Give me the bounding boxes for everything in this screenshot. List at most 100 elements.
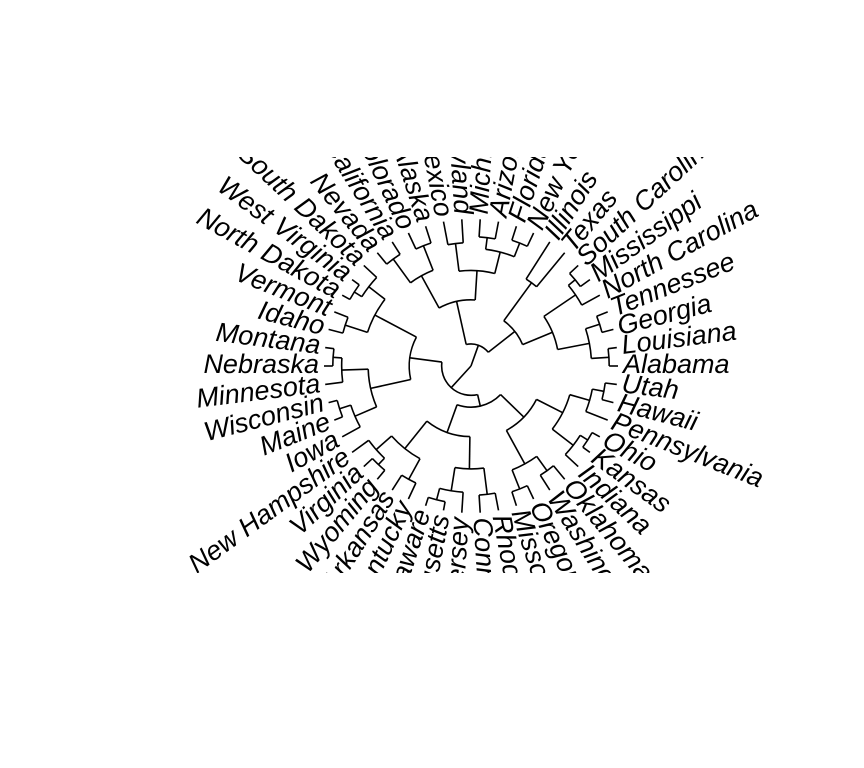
- branch-radial: [468, 436, 471, 469]
- branch-radial: [478, 495, 481, 513]
- branch-radial: [341, 368, 369, 371]
- branch-radial: [511, 469, 521, 490]
- branch-radial: [325, 346, 335, 350]
- branch-radial: [536, 455, 548, 472]
- branch-radial: [582, 446, 591, 454]
- branch-arc: [525, 278, 538, 288]
- branch-radial: [579, 278, 591, 288]
- branch-radial: [377, 457, 386, 466]
- branch-radial: [376, 252, 388, 265]
- branch-radial: [557, 342, 590, 351]
- branch-radial: [407, 482, 417, 500]
- branch-radial: [484, 237, 488, 250]
- branch-radial: [592, 388, 604, 393]
- branch-radial: [522, 331, 553, 346]
- branch-radial: [363, 458, 373, 468]
- branch-radial: [368, 286, 386, 300]
- branch-arc: [485, 248, 515, 258]
- branch-radial: [591, 431, 601, 438]
- branch-radial: [536, 398, 564, 414]
- branch-radial: [543, 294, 577, 318]
- branch-radial: [585, 323, 600, 330]
- branch-radial: [435, 488, 441, 501]
- branch-radial: [511, 491, 518, 507]
- branch-radial: [525, 241, 551, 280]
- branch-arc: [368, 439, 386, 459]
- branch-radial: [407, 232, 417, 250]
- branch-radial: [535, 252, 566, 288]
- branch-arc: [361, 276, 378, 298]
- branch-arc: [601, 382, 606, 400]
- branch-radial: [351, 439, 370, 454]
- branch-radial: [579, 434, 589, 441]
- branch-radial: [483, 468, 488, 495]
- branch-radial: [552, 465, 566, 480]
- branch-radial: [376, 469, 386, 480]
- branch-radial: [424, 225, 432, 244]
- branch-radial: [567, 279, 576, 287]
- branch-radial: [494, 251, 501, 274]
- branch-radial: [325, 381, 343, 386]
- branch-radial: [591, 356, 609, 360]
- branch-arc: [607, 348, 610, 367]
- branch-radial: [596, 311, 608, 317]
- branch-radial: [450, 467, 456, 492]
- branch-radial: [442, 221, 449, 245]
- branch-arc: [428, 496, 446, 503]
- branch-radial: [339, 404, 352, 410]
- leaf-label: Alabama: [621, 349, 730, 379]
- branch-radial: [601, 398, 614, 404]
- branch-radial: [392, 258, 412, 284]
- branch-root: [470, 344, 480, 367]
- branch-radial: [334, 311, 349, 319]
- branch-radial: [569, 393, 590, 402]
- dendrogram-branches: [324, 219, 618, 513]
- branch-radial: [333, 356, 342, 359]
- branch-arc: [350, 404, 361, 428]
- branch-radial: [605, 382, 617, 386]
- branch-radial: [420, 275, 440, 309]
- branch-radial: [500, 394, 525, 418]
- branch-radial: [455, 301, 467, 345]
- branch-radial: [478, 219, 481, 237]
- branch-radial: [476, 394, 482, 407]
- branch-radial: [374, 314, 417, 338]
- branch-radial: [601, 328, 614, 334]
- branch-radial: [511, 225, 518, 241]
- branch-arc: [569, 272, 582, 287]
- branch-radial: [363, 264, 378, 278]
- branch-radial: [487, 330, 516, 353]
- branch-arc: [336, 400, 344, 418]
- branch-radial: [474, 270, 478, 301]
- leaf-label: Nebraska: [203, 349, 319, 379]
- branch-radial: [341, 294, 351, 301]
- branch-radial: [334, 416, 343, 421]
- leaf-label: Utah: [620, 368, 680, 405]
- branch-radial: [391, 241, 401, 255]
- branch-arc: [564, 434, 581, 456]
- branch-radial: [513, 242, 521, 257]
- branch-radial: [424, 497, 430, 507]
- branch-arc: [479, 492, 496, 496]
- branch-radial: [494, 492, 500, 511]
- branch-radial: [409, 357, 443, 363]
- branch-arc: [349, 284, 360, 300]
- branch-radial: [375, 435, 393, 451]
- branch-radial: [370, 378, 411, 390]
- branch-radial: [461, 219, 464, 243]
- branch-radial: [526, 485, 535, 500]
- branch-radial: [422, 245, 434, 271]
- branch-root: [450, 365, 472, 389]
- branch-arc: [366, 298, 386, 333]
- branch-radial: [407, 458, 421, 480]
- branch-radial: [503, 282, 533, 322]
- branch-radial: [328, 328, 344, 334]
- branch-radial: [494, 221, 500, 240]
- branch-radial: [461, 492, 464, 513]
- branch-arc: [582, 432, 593, 448]
- branch-radial: [328, 399, 338, 404]
- branch-radial: [581, 294, 601, 306]
